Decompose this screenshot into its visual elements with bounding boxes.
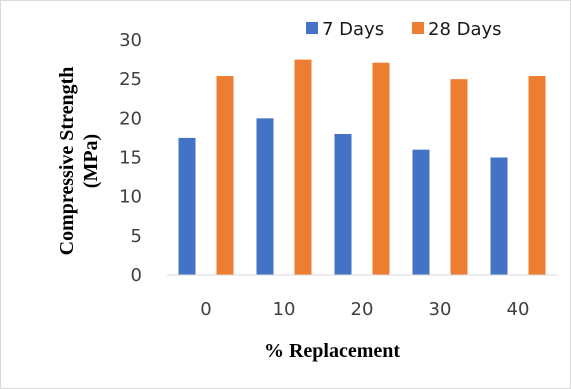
y-tick-label-10: 10 bbox=[119, 187, 142, 208]
x-axis-title: % Replacement bbox=[264, 340, 400, 362]
bar-7-days-30 bbox=[412, 149, 430, 275]
x-tick-label-20: 20 bbox=[351, 299, 374, 320]
y-tick-label-5: 5 bbox=[131, 226, 142, 247]
y-tick-label-15: 15 bbox=[119, 148, 142, 169]
bar-28-days-0 bbox=[216, 76, 234, 276]
bar-28-days-30 bbox=[450, 79, 468, 276]
x-tick-label-30: 30 bbox=[429, 299, 452, 320]
bar-7-days-40 bbox=[490, 157, 508, 275]
legend: 7 Days 28 Days bbox=[306, 19, 502, 40]
y-tick-label-30: 30 bbox=[119, 30, 142, 51]
legend-swatch-7-days bbox=[306, 22, 318, 34]
legend-label-7-days: 7 Days bbox=[322, 19, 384, 40]
y-tick-label-0: 0 bbox=[131, 265, 142, 286]
bars bbox=[178, 59, 546, 276]
y-tick-label-20: 20 bbox=[119, 108, 142, 129]
bar-28-days-10 bbox=[294, 59, 312, 276]
x-tick-label-10: 10 bbox=[273, 299, 296, 320]
x-tick-label-0: 0 bbox=[200, 299, 211, 320]
bar-7-days-0 bbox=[178, 137, 196, 275]
y-axis-title-line-1: Compressive Strength bbox=[56, 67, 78, 256]
y-axis-ticks: 0 5 10 15 20 25 30 bbox=[119, 30, 142, 286]
y-axis-title-line-2: (MPa) bbox=[80, 134, 102, 188]
x-axis-ticks: 0 10 20 30 40 bbox=[200, 299, 529, 320]
y-tick-label-25: 25 bbox=[119, 69, 142, 90]
bar-28-days-20 bbox=[372, 62, 390, 275]
legend-label-28-days: 28 Days bbox=[428, 19, 502, 40]
bar-28-days-40 bbox=[528, 76, 546, 276]
bar-7-days-10 bbox=[256, 118, 274, 275]
legend-swatch-28-days bbox=[412, 22, 424, 34]
x-tick-label-40: 40 bbox=[507, 299, 530, 320]
y-axis-title: Compressive Strength (MPa) bbox=[56, 67, 102, 256]
bar-7-days-20 bbox=[334, 134, 352, 275]
